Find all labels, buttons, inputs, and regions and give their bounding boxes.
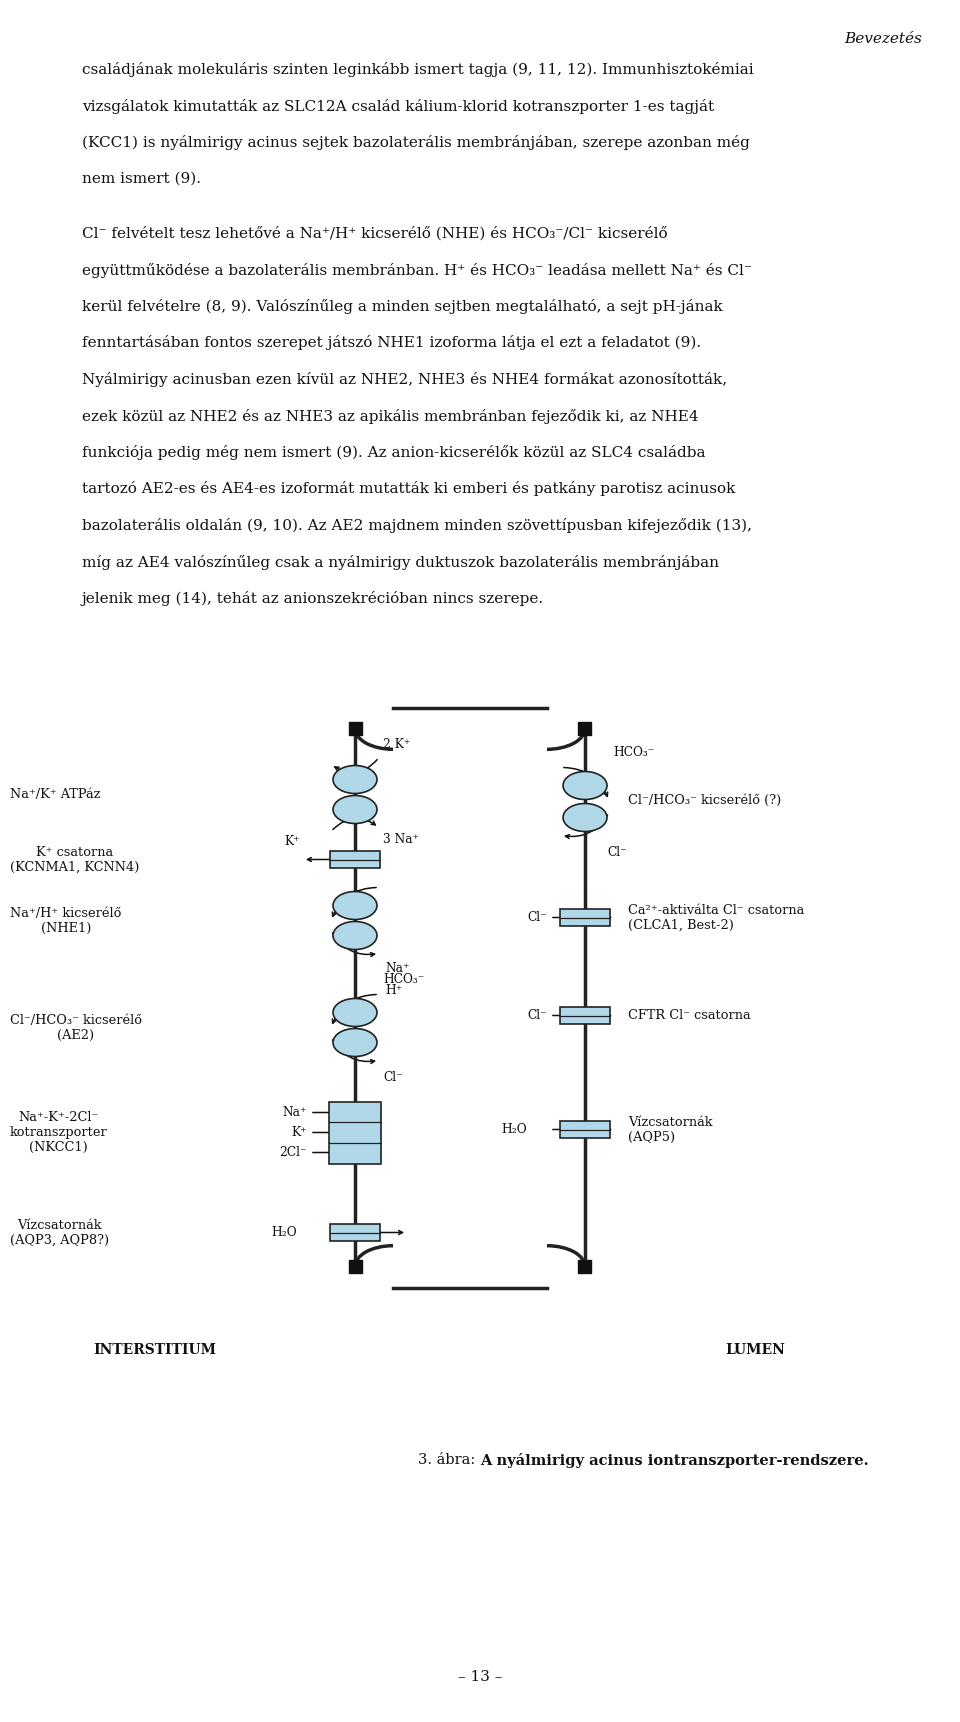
Text: Cl⁻/HCO₃⁻ kicserélő (?): Cl⁻/HCO₃⁻ kicserélő (?) bbox=[628, 794, 781, 808]
Bar bbox=[348, 1261, 362, 1273]
Text: fenntartásában fontos szerepet játszó NHE1 izoforma látja el ezt a feladatot (9): fenntartásában fontos szerepet játszó NH… bbox=[82, 336, 701, 351]
Text: HCO₃⁻: HCO₃⁻ bbox=[383, 973, 424, 987]
Text: Na⁺/K⁺ ATPáz: Na⁺/K⁺ ATPáz bbox=[10, 789, 101, 801]
Text: K⁺ csatorna
(KCNMA1, KCNN4): K⁺ csatorna (KCNMA1, KCNN4) bbox=[10, 846, 139, 873]
Text: (KCC1) is nyálmirigy acinus sejtek bazolaterális membránjában, szerepe azonban m: (KCC1) is nyálmirigy acinus sejtek bazol… bbox=[82, 134, 750, 150]
Text: családjának molekuláris szinten leginkább ismert tagja (9, 11, 12). Immunhisztok: családjának molekuláris szinten leginkáb… bbox=[82, 62, 754, 77]
Ellipse shape bbox=[333, 796, 377, 823]
Text: Vízcsatornák
(AQP3, AQP8?): Vízcsatornák (AQP3, AQP8?) bbox=[10, 1219, 109, 1247]
Ellipse shape bbox=[563, 804, 607, 832]
Text: K⁺: K⁺ bbox=[284, 835, 300, 847]
Ellipse shape bbox=[333, 766, 377, 794]
Bar bbox=[560, 1121, 610, 1138]
Text: Vízcsatornák
(AQP5): Vízcsatornák (AQP5) bbox=[628, 1116, 712, 1143]
Text: Na⁺-K⁺-2Cl⁻
kotranszporter
(NKCC1): Na⁺-K⁺-2Cl⁻ kotranszporter (NKCC1) bbox=[10, 1111, 108, 1154]
Text: Na⁺/H⁺ kicserélő
(NHE1): Na⁺/H⁺ kicserélő (NHE1) bbox=[10, 906, 121, 935]
Bar bbox=[330, 1224, 380, 1242]
Bar bbox=[348, 722, 362, 735]
Text: míg az AE4 valószínűleg csak a nyálmirigy duktuszok bazolaterális membránjában: míg az AE4 valószínűleg csak a nyálmirig… bbox=[82, 554, 719, 570]
Text: Bevezetés: Bevezetés bbox=[844, 33, 922, 46]
Bar bbox=[330, 851, 380, 868]
Text: Cl⁻: Cl⁻ bbox=[607, 846, 627, 859]
Text: Cl⁻: Cl⁻ bbox=[383, 1071, 402, 1085]
Text: tartozó AE2-es és AE4-es izoformát mutatták ki emberi és patkány parotisz acinus: tartozó AE2-es és AE4-es izoformát mutat… bbox=[82, 482, 735, 496]
Text: – 13 –: – 13 – bbox=[458, 1670, 502, 1684]
Text: A nyálmirigy acinus iontranszporter-rendszere.: A nyálmirigy acinus iontranszporter-rend… bbox=[480, 1452, 869, 1467]
Text: 2 K⁺: 2 K⁺ bbox=[383, 739, 410, 751]
Bar bbox=[560, 1007, 610, 1025]
Text: Nyálmirigy acinusban ezen kívül az NHE2, NHE3 és NHE4 formákat azonosították,: Nyálmirigy acinusban ezen kívül az NHE2,… bbox=[82, 372, 727, 387]
Text: Na⁺: Na⁺ bbox=[385, 963, 409, 975]
Text: kerül felvételre (8, 9). Valószínűleg a minden sejtben megtalálható, a sejt pH-j: kerül felvételre (8, 9). Valószínűleg a … bbox=[82, 300, 723, 313]
Text: K⁺: K⁺ bbox=[292, 1126, 307, 1138]
Text: Cl⁻: Cl⁻ bbox=[527, 1009, 547, 1021]
Text: nem ismert (9).: nem ismert (9). bbox=[82, 172, 201, 186]
Text: 3. ábra:: 3. ábra: bbox=[419, 1452, 480, 1467]
Text: jelenik meg (14), tehát az anionszekrécióban nincs szerepe.: jelenik meg (14), tehát az anionszekréci… bbox=[82, 591, 544, 606]
Text: HCO₃⁻: HCO₃⁻ bbox=[613, 746, 655, 759]
Text: INTERSTITIUM: INTERSTITIUM bbox=[93, 1343, 217, 1357]
Bar bbox=[329, 1102, 381, 1164]
Text: Cl⁻ felvételt tesz lehetővé a Na⁺/H⁺ kicserélő (NHE) és HCO₃⁻/Cl⁻ kicserélő: Cl⁻ felvételt tesz lehetővé a Na⁺/H⁺ kic… bbox=[82, 226, 667, 241]
Text: Cl⁻/HCO₃⁻ kicserélő
(AE2): Cl⁻/HCO₃⁻ kicserélő (AE2) bbox=[10, 1014, 142, 1042]
Text: H₂O: H₂O bbox=[501, 1123, 527, 1137]
Ellipse shape bbox=[333, 999, 377, 1026]
Text: együttműködése a bazolaterális membránban. H⁺ és HCO₃⁻ leadása mellett Na⁺ és Cl: együttműködése a bazolaterális membránba… bbox=[82, 262, 752, 277]
Bar bbox=[579, 1261, 591, 1273]
Text: bazolaterális oldalán (9, 10). Az AE2 majdnem minden szövettípusban kifejeződik : bazolaterális oldalán (9, 10). Az AE2 ma… bbox=[82, 518, 752, 534]
Text: vizsgálatok kimutatták az SLC12A család kálium-klorid kotranszporter 1-es tagját: vizsgálatok kimutatták az SLC12A család … bbox=[82, 98, 714, 114]
Text: LUMEN: LUMEN bbox=[725, 1343, 785, 1357]
Text: funkciója pedig még nem ismert (9). Az anion-kicserélők közül az SLC4 családba: funkciója pedig még nem ismert (9). Az a… bbox=[82, 444, 706, 460]
Text: 2Cl⁻: 2Cl⁻ bbox=[279, 1147, 307, 1159]
Ellipse shape bbox=[333, 921, 377, 949]
Text: ezek közül az NHE2 és az NHE3 az apikális membránban fejeződik ki, az NHE4: ezek közül az NHE2 és az NHE3 az apikáli… bbox=[82, 408, 699, 424]
Text: H₂O: H₂O bbox=[272, 1226, 297, 1240]
Text: CFTR Cl⁻ csatorna: CFTR Cl⁻ csatorna bbox=[628, 1009, 751, 1021]
Bar bbox=[560, 909, 610, 926]
Ellipse shape bbox=[333, 1028, 377, 1057]
Bar bbox=[579, 722, 591, 735]
Text: 3 Na⁺: 3 Na⁺ bbox=[383, 833, 419, 846]
Text: Ca²⁺-aktiválta Cl⁻ csatorna
(CLCA1, Best-2): Ca²⁺-aktiválta Cl⁻ csatorna (CLCA1, Best… bbox=[628, 904, 804, 932]
Text: H⁺: H⁺ bbox=[385, 983, 402, 997]
Text: Na⁺: Na⁺ bbox=[282, 1106, 307, 1119]
Ellipse shape bbox=[563, 771, 607, 799]
Text: Cl⁻: Cl⁻ bbox=[527, 911, 547, 925]
Ellipse shape bbox=[333, 892, 377, 920]
